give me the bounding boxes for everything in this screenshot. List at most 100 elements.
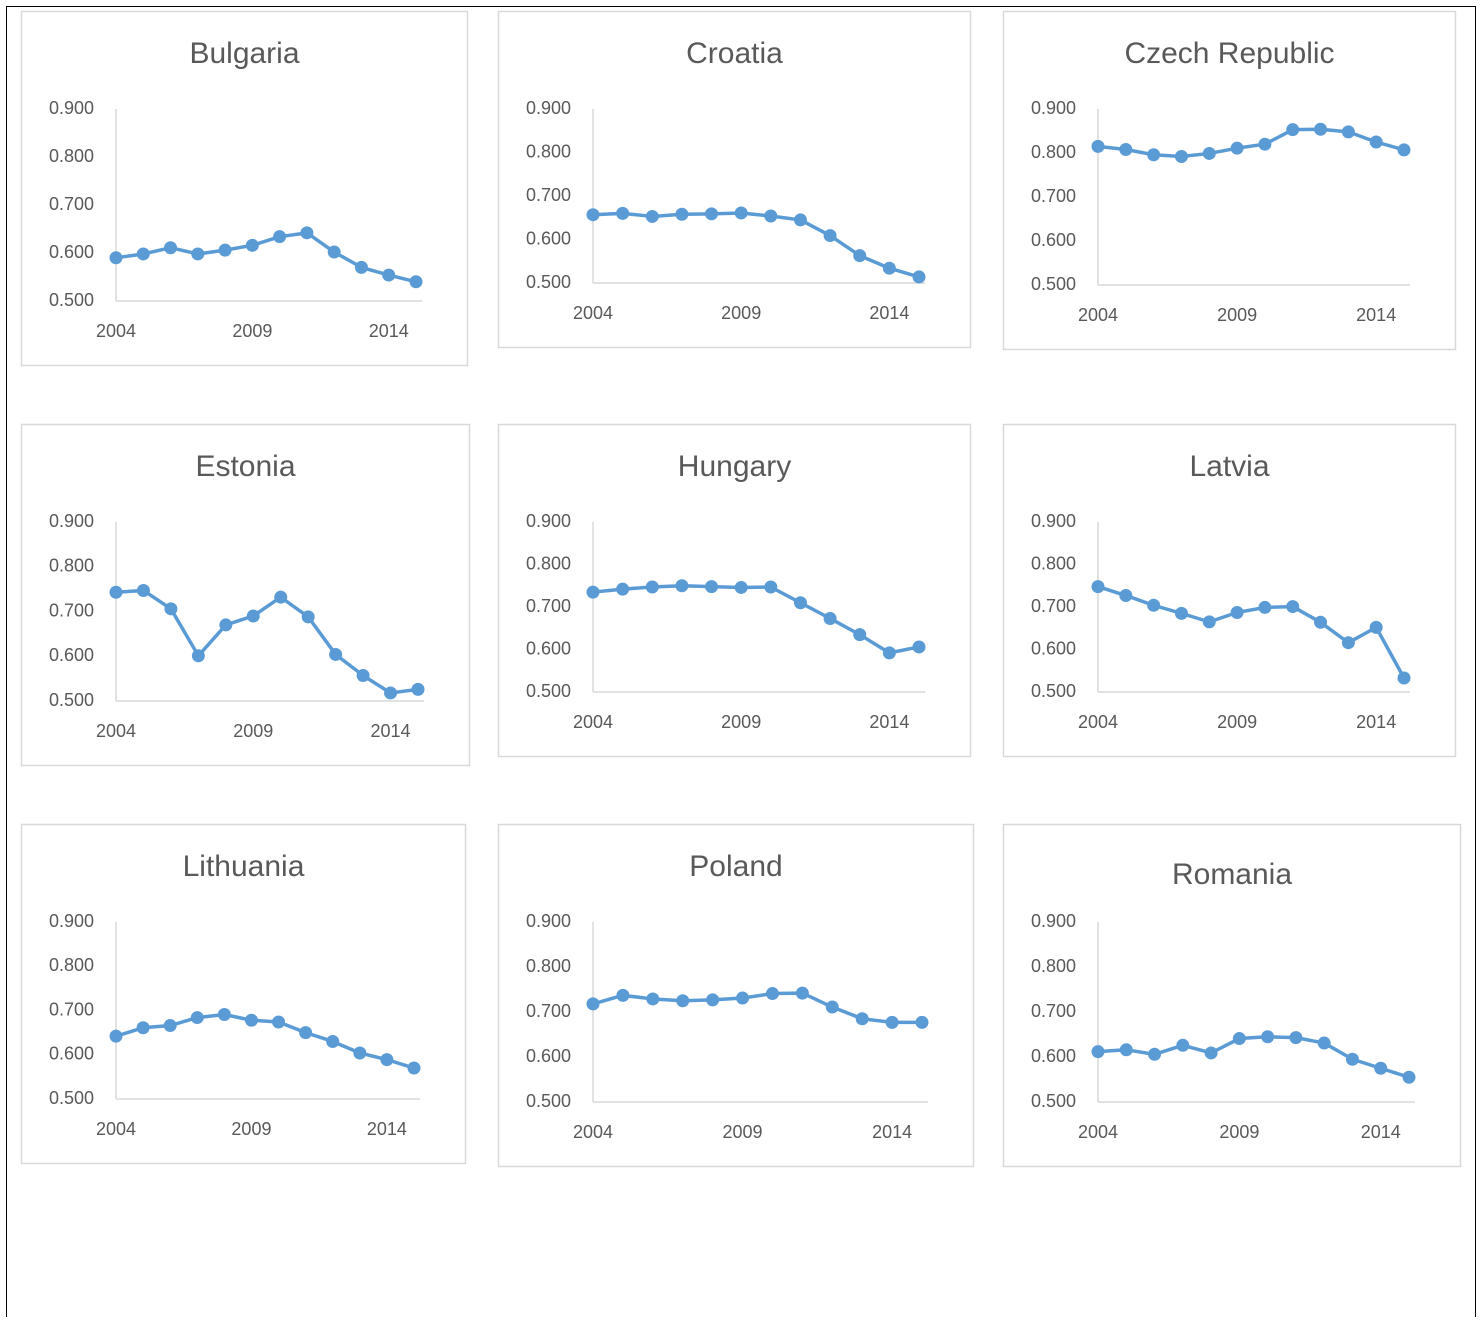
x-tick-label: 2014: [1361, 1122, 1401, 1142]
data-point: [912, 640, 926, 654]
x-tick-label: 2009: [232, 321, 272, 341]
y-tick-label: 0.700: [49, 194, 94, 214]
y-tick-label: 0.600: [526, 228, 571, 248]
data-point: [191, 247, 205, 261]
x-tick-label: 2014: [869, 303, 909, 323]
y-tick-label: 0.700: [1031, 186, 1076, 206]
chart-title: Poland: [689, 850, 782, 883]
data-point: [705, 580, 719, 594]
panel-border: [1002, 10, 1457, 351]
data-point: [136, 247, 150, 261]
x-tick-label: 2009: [721, 303, 761, 323]
y-tick-label: 0.700: [526, 596, 571, 616]
data-point: [1286, 600, 1300, 614]
x-tick-label: 2009: [1217, 712, 1257, 732]
data-point: [380, 1053, 394, 1067]
chart-panel: Czech Republic 0.500 0.600 0.700 0.800 0.900 2…: [1002, 10, 1457, 351]
charts: Bulgaria 0.500 0.600 0.700 0.800 0.900 2004 200…: [20, 10, 1462, 1168]
data-point: [1345, 1052, 1359, 1066]
data-point: [1147, 598, 1161, 612]
x-tick-label: 2014: [1356, 712, 1396, 732]
data-point: [1202, 615, 1216, 629]
y-tick-label: 0.600: [1031, 1046, 1076, 1066]
y-tick-label: 0.800: [49, 955, 94, 975]
chart-title: Croatia: [686, 37, 783, 70]
y-tick-label: 0.500: [1031, 274, 1076, 294]
y-tick-label: 0.600: [1031, 230, 1076, 250]
data-point: [855, 1012, 869, 1026]
chart-title: Czech Republic: [1124, 37, 1334, 70]
data-point: [1341, 125, 1355, 139]
data-point: [823, 611, 837, 625]
chart-title: Romania: [1172, 858, 1292, 891]
data-point: [273, 230, 287, 244]
data-point: [1119, 1043, 1133, 1057]
chart-title: Latvia: [1189, 450, 1269, 483]
data-point: [676, 994, 690, 1008]
data-point: [882, 261, 896, 275]
y-tick-label: 0.600: [526, 1046, 571, 1066]
chart-title: Hungary: [678, 450, 791, 483]
x-tick-label: 2014: [872, 1122, 912, 1142]
data-point: [217, 1007, 231, 1021]
data-point: [793, 213, 807, 227]
data-point: [1397, 671, 1411, 685]
chart-panel: Lithuania 0.500 0.600 0.700 0.800 0.900 2004 20…: [20, 823, 467, 1165]
data-point: [272, 1015, 286, 1029]
data-point: [382, 268, 396, 282]
data-point: [301, 610, 315, 624]
data-point: [244, 1013, 258, 1027]
data-point: [1148, 1047, 1162, 1061]
data-point: [246, 609, 260, 623]
panel-border: [1002, 823, 1462, 1168]
y-tick-label: 0.800: [49, 146, 94, 166]
data-point: [1176, 1038, 1190, 1052]
y-tick-label: 0.700: [49, 600, 94, 620]
y-tick-label: 0.900: [1031, 911, 1076, 931]
x-tick-label: 2004: [1078, 712, 1118, 732]
y-tick-label: 0.900: [1031, 98, 1076, 118]
data-point: [136, 1021, 150, 1035]
y-tick-label: 0.600: [526, 638, 571, 658]
data-point: [164, 241, 178, 255]
data-point: [882, 646, 896, 660]
data-point: [1397, 143, 1411, 157]
data-point: [675, 579, 689, 593]
data-point: [164, 602, 178, 616]
x-tick-label: 2004: [96, 321, 136, 341]
panel-border: [497, 10, 972, 349]
y-tick-label: 0.900: [1031, 511, 1076, 531]
x-tick-label: 2014: [371, 721, 411, 741]
data-point: [219, 618, 233, 632]
page: Bulgaria 0.500 0.600 0.700 0.800 0.900 2004 200…: [6, 6, 1476, 1317]
data-point: [1314, 122, 1328, 136]
data-point: [823, 229, 837, 243]
data-point: [1119, 142, 1133, 156]
y-tick-label: 0.800: [1031, 956, 1076, 976]
data-point: [274, 590, 288, 604]
x-tick-label: 2004: [96, 721, 136, 741]
data-point: [915, 1015, 929, 1029]
y-tick-label: 0.700: [1031, 596, 1076, 616]
data-point: [354, 260, 368, 274]
data-point: [645, 580, 659, 594]
data-point: [109, 585, 123, 599]
y-tick-label: 0.600: [49, 242, 94, 262]
y-tick-label: 0.500: [526, 681, 571, 701]
data-point: [1230, 141, 1244, 155]
y-tick-label: 0.500: [49, 690, 94, 710]
x-tick-label: 2004: [573, 712, 613, 732]
chart-panel: Hungary 0.500 0.600 0.700 0.800 0.900 2004 2009…: [497, 423, 972, 758]
x-tick-label: 2004: [573, 1122, 613, 1142]
data-point: [616, 988, 630, 1002]
y-tick-label: 0.600: [49, 645, 94, 665]
chart-panel: Croatia 0.500 0.600 0.700 0.800 0.900 2004 2009…: [497, 10, 972, 349]
y-tick-label: 0.600: [49, 1044, 94, 1064]
y-tick-label: 0.800: [526, 956, 571, 976]
data-point: [1091, 139, 1105, 153]
x-tick-label: 2009: [233, 721, 273, 741]
y-tick-label: 0.900: [526, 511, 571, 531]
y-tick-label: 0.700: [49, 999, 94, 1019]
data-point: [356, 668, 370, 682]
y-tick-label: 0.800: [526, 141, 571, 161]
